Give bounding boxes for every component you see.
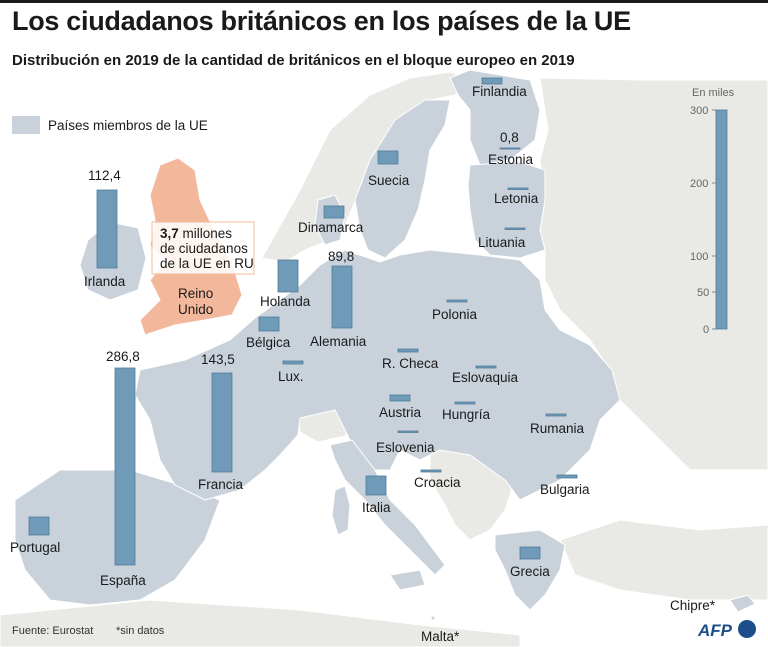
bar-espana	[114, 367, 136, 566]
label-eslovaquia: Eslovaquia	[452, 370, 519, 385]
baltics-shape	[467, 161, 546, 259]
bar-dinamarca	[323, 205, 345, 219]
source-text: Fuente: Eurostat	[12, 625, 93, 637]
cyprus-shape	[729, 594, 756, 613]
label-italia: Italia	[362, 500, 391, 515]
label-suecia: Suecia	[368, 173, 410, 188]
legend-swatch	[12, 116, 40, 134]
value-estonia: 0,8	[500, 130, 519, 145]
label-letonia: Letonia	[494, 191, 539, 206]
value-francia: 143,5	[201, 352, 235, 367]
bar-eslovaquia	[475, 365, 497, 369]
value-espana: 286,8	[106, 349, 140, 364]
label-lux: Lux.	[278, 369, 304, 384]
scale-legend: En miles 300 200 100 50 0	[690, 87, 735, 336]
bar-lux	[282, 360, 304, 365]
bar-austria	[389, 394, 411, 402]
uk-callout-box	[151, 221, 255, 275]
bar-rumania	[545, 413, 567, 417]
footnote-text: *sin datos	[116, 625, 165, 637]
label-alemania: Alemania	[310, 334, 367, 349]
bar-italia	[365, 475, 387, 496]
footer: Fuente: Eurostat *sin datos AFP	[12, 620, 756, 640]
bar-belgica	[258, 316, 280, 332]
bar-eslovenia	[397, 430, 419, 433]
legend: Países miembros de la UE	[12, 116, 208, 134]
country-labels: 112,4 Irlanda Finlandia 0,8 Estonia Suec…	[10, 84, 716, 644]
afp-logo: AFP	[697, 620, 756, 640]
sicily-shape	[389, 569, 426, 591]
page-subtitle: Distribución en 2019 de la cantidad de b…	[12, 52, 575, 69]
greece-shape	[494, 529, 566, 611]
label-bulgaria: Bulgaria	[540, 482, 590, 497]
bar-irlanda	[96, 189, 118, 269]
label-chipre: Chipre*	[670, 598, 716, 613]
afp-logo-dot	[738, 620, 756, 638]
value-alemania: 89,8	[328, 249, 354, 264]
label-dinamarca: Dinamarca	[298, 220, 364, 235]
label-eslovenia: Eslovenia	[376, 440, 435, 455]
svg-text:AFP: AFP	[697, 621, 733, 640]
eu-land	[14, 69, 756, 621]
label-croacia: Croacia	[414, 475, 461, 490]
label-irlanda: Irlanda	[84, 274, 126, 289]
malta-shape	[430, 615, 436, 621]
label-finlandia: Finlandia	[472, 84, 527, 99]
label-lituania: Lituania	[478, 235, 526, 250]
label-belgica: Bélgica	[246, 335, 291, 350]
scale-label-0: 0	[703, 324, 709, 336]
scale-label-300: 300	[690, 105, 708, 117]
scale-label-200: 200	[690, 178, 708, 190]
scale-label-100: 100	[690, 251, 708, 263]
bar-lituania	[504, 227, 526, 230]
bar-polonia	[446, 299, 468, 303]
page-title: Los ciudadanos británicos en los países …	[12, 6, 631, 36]
label-estonia: Estonia	[488, 152, 534, 167]
bar-hungria	[454, 401, 476, 405]
uk-label-line2: Unido	[178, 302, 213, 317]
bar-bulgaria	[556, 474, 578, 479]
label-portugal: Portugal	[10, 540, 60, 555]
label-malta: Malta*	[421, 629, 460, 644]
bar-suecia	[377, 150, 399, 165]
label-polonia: Polonia	[432, 307, 478, 322]
label-hungria: Hungría	[442, 407, 491, 422]
bars	[28, 77, 578, 566]
bar-alemania	[331, 265, 353, 329]
finland-shape	[449, 69, 541, 166]
uk-note-line1: 3,7 millones	[160, 226, 232, 241]
label-austria: Austria	[379, 405, 422, 420]
bar-rcheca	[397, 348, 419, 353]
bar-portugal	[28, 516, 50, 536]
sweden-shape	[354, 99, 451, 259]
bar-croacia	[420, 469, 442, 473]
bar-finlandia	[481, 77, 503, 85]
label-espana: España	[100, 573, 146, 588]
bar-letonia	[507, 187, 529, 190]
continent-shape	[134, 249, 621, 501]
uk-note-line2: de ciudadanos	[160, 241, 248, 256]
non-eu-land	[0, 71, 768, 647]
legend-label: Países miembros de la UE	[48, 118, 208, 133]
scale-unit: En miles	[692, 87, 735, 99]
uk-label-line1: Reino	[178, 286, 213, 301]
uk-callout: 3,7 millones de ciudadanos de la UE en R…	[151, 221, 255, 317]
label-francia: Francia	[198, 477, 244, 492]
label-rumania: Rumania	[530, 421, 585, 436]
label-grecia: Grecia	[510, 564, 550, 579]
value-irlanda: 112,4	[88, 168, 121, 183]
label-rcheca: R. Checa	[382, 356, 439, 371]
scale-label-50: 50	[697, 287, 709, 299]
scale-bar	[715, 109, 728, 330]
bar-francia	[211, 372, 233, 473]
bar-grecia	[519, 546, 541, 560]
bar-estonia	[499, 147, 521, 150]
sardinia-shape	[331, 485, 351, 536]
label-holanda: Holanda	[260, 294, 311, 309]
bar-holanda	[277, 259, 299, 293]
uk-note-line3: de la UE en RU	[160, 256, 254, 271]
top-rule	[0, 0, 768, 3]
